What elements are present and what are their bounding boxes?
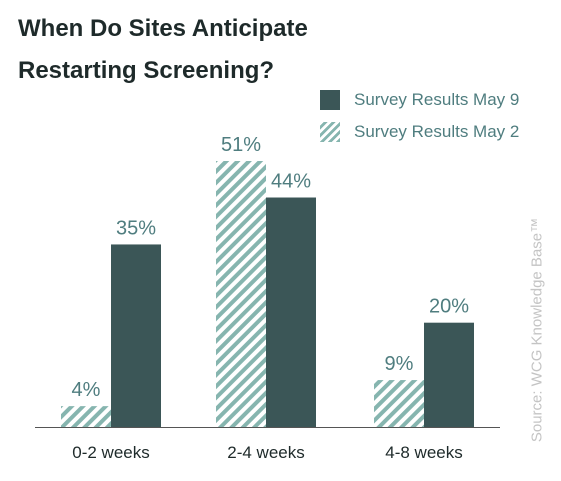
legend-item-may-2: Survey Results May 2 xyxy=(320,116,519,148)
value-label-may-2-4-8-weeks: 9% xyxy=(385,353,414,375)
legend-label-may-2: Survey Results May 2 xyxy=(354,122,520,141)
tick-labels-group: 0-2 weeks 2-4 weeks 4-8 weeks xyxy=(72,443,462,462)
tick-label-0-2-weeks: 0-2 weeks xyxy=(72,443,149,462)
legend: Survey Results May 9 Survey Results May … xyxy=(320,84,519,148)
bars-group xyxy=(61,161,474,427)
value-label-may-2-2-4-weeks: 51% xyxy=(221,134,261,156)
value-label-may-9-0-2-weeks: 35% xyxy=(116,217,156,239)
legend-swatch-solid xyxy=(320,90,340,110)
value-label-may-9-4-8-weeks: 20% xyxy=(429,296,469,318)
bar-may-2-2-4-weeks xyxy=(216,161,266,427)
legend-label-may-9: Survey Results May 9 xyxy=(354,90,520,109)
legend-item-may-9: Survey Results May 9 xyxy=(320,84,519,116)
source-note: Source: WCG Knowledge Base™ xyxy=(528,217,546,443)
bar-may-9-4-8-weeks xyxy=(424,322,474,427)
value-label-may-9-2-4-weeks: 44% xyxy=(271,171,311,193)
chart-title: When Do Sites Anticipate Restarting Scre… xyxy=(18,15,308,84)
bar-may-2-0-2-weeks xyxy=(61,406,111,427)
legend-swatch-hatched xyxy=(320,122,340,142)
bar-may-2-4-8-weeks xyxy=(374,380,424,427)
tick-label-2-4-weeks: 2-4 weeks xyxy=(227,443,304,462)
tick-label-4-8-weeks: 4-8 weeks xyxy=(385,443,462,462)
value-labels-group: 4% 35% 51% 44% 9% 20% xyxy=(72,134,470,401)
bar-may-9-0-2-weeks xyxy=(111,244,161,427)
bar-may-9-2-4-weeks xyxy=(266,197,316,427)
value-label-may-2-0-2-weeks: 4% xyxy=(72,379,101,401)
